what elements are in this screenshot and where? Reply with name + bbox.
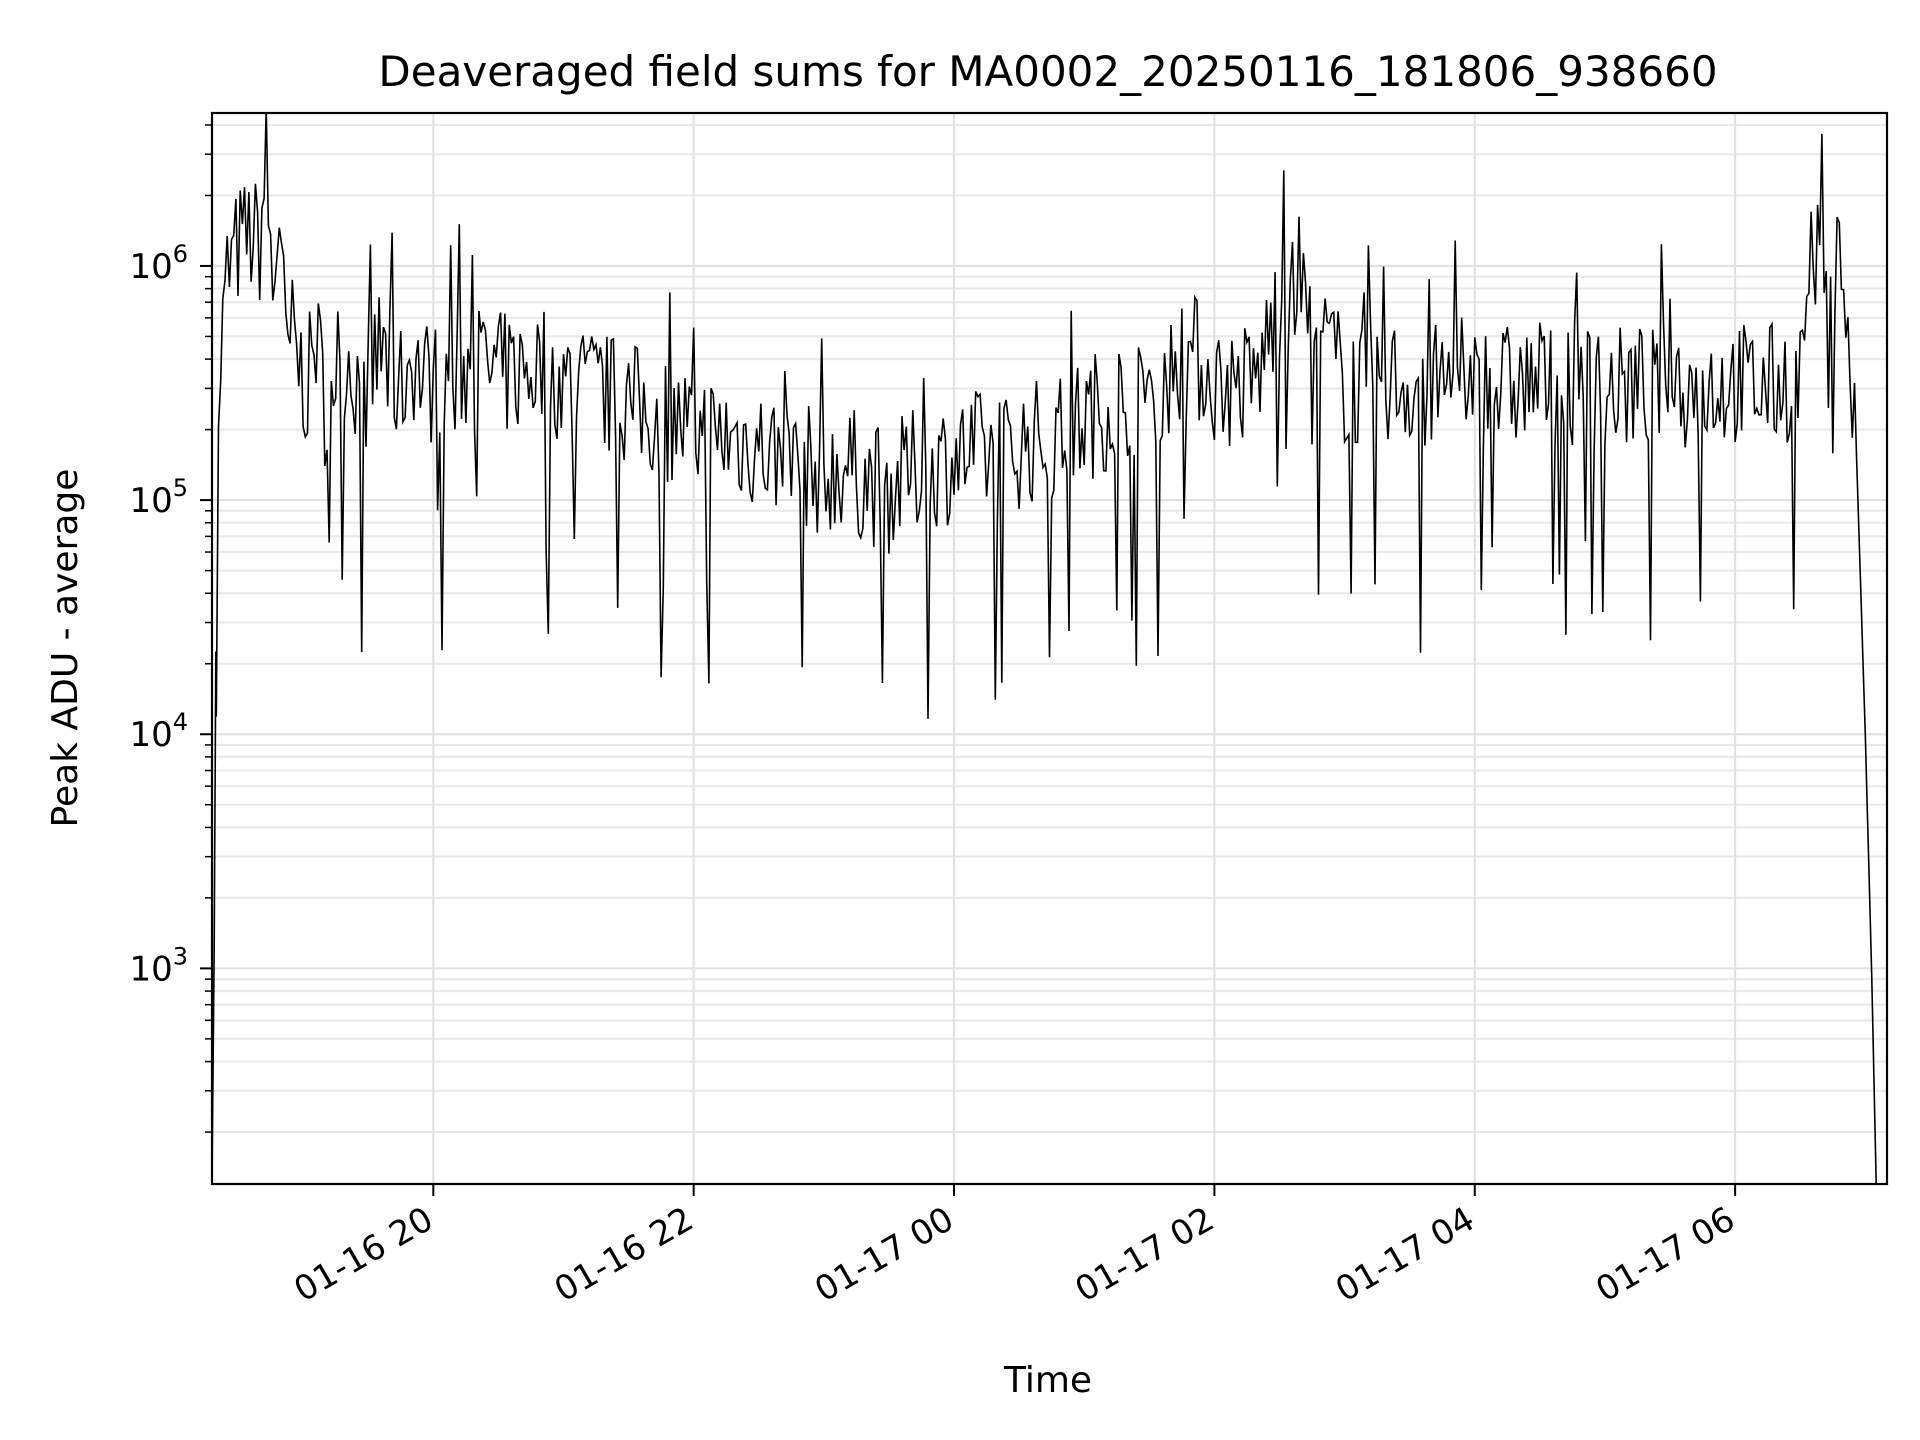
series-line <box>212 113 1877 1184</box>
y-axis-ticks: 103 104 105 106 <box>129 124 212 1133</box>
y-axis-label: Peak ADU - average <box>45 469 86 828</box>
plot-frame <box>210 111 1889 1186</box>
major-gridlines <box>212 113 1887 1184</box>
y-tick-label: 103 <box>129 942 188 989</box>
y-tick-label: 106 <box>129 240 188 287</box>
x-axis-label: Time <box>1003 1360 1092 1401</box>
y-tick-label: 105 <box>129 474 188 521</box>
y-tick-label: 104 <box>129 708 188 755</box>
chart-title: Deaveraged field sums for MA0002_2025011… <box>378 47 1717 96</box>
